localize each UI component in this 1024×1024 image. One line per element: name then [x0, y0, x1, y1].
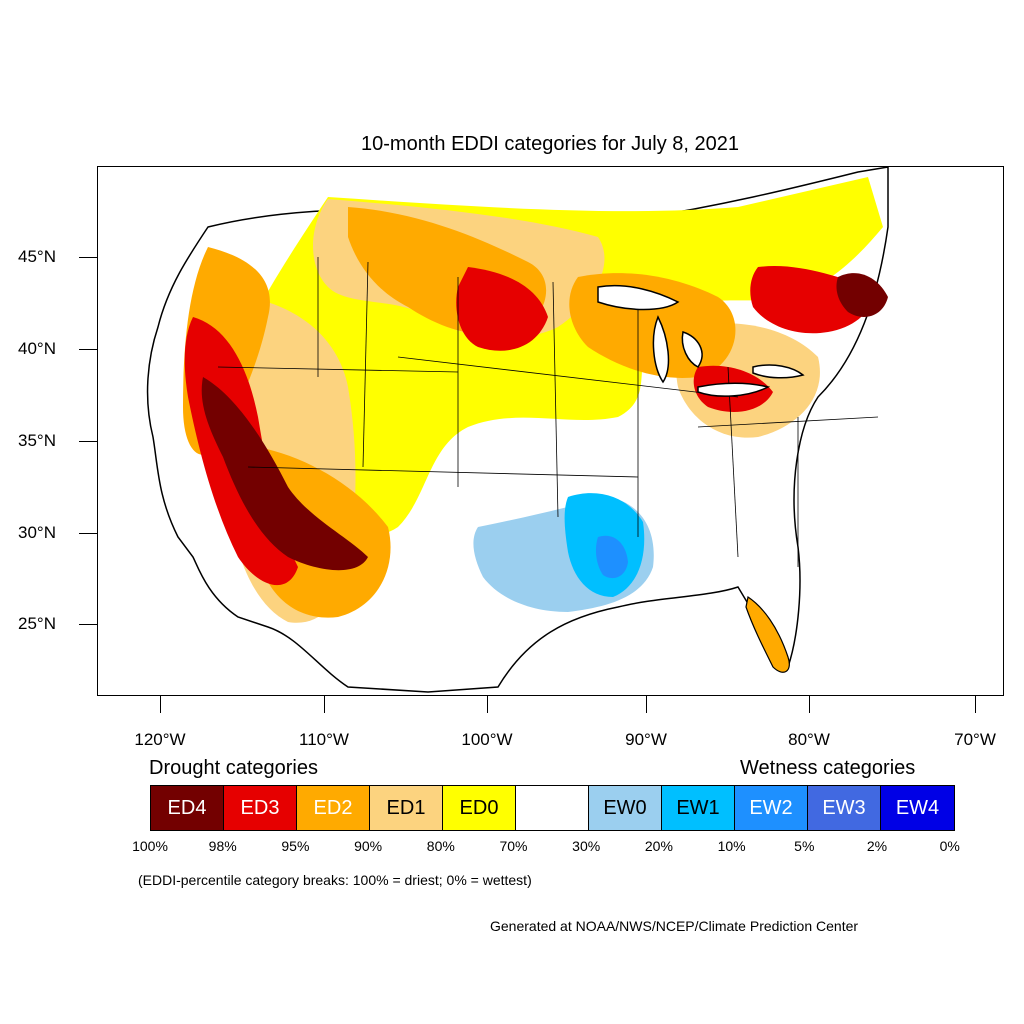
break-label: 2%: [866, 838, 888, 854]
map-panel: [97, 166, 1004, 696]
state-borders: [217, 257, 879, 567]
lon-tick-70: [975, 696, 976, 713]
drought-heading: Drought categories: [149, 757, 318, 779]
break-label: 95%: [281, 838, 310, 854]
legend-swatch-ew3: EW3: [808, 786, 881, 830]
legend-swatch-ew4: EW4: [881, 786, 954, 830]
break-label: 80%: [426, 838, 455, 854]
great-lakes: [597, 284, 805, 397]
florida: [745, 596, 790, 673]
lon-tick-120: [160, 696, 161, 713]
legend-swatch-ew2: EW2: [735, 786, 808, 830]
ed4-region-southwest: [201, 377, 368, 571]
category-legend: ED4 ED3 ED2 ED1 ED0 EW0 EW1 EW2 EW3 EW4: [150, 785, 955, 831]
lon-label-100: 100°W: [461, 730, 513, 749]
lon-tick-110: [324, 696, 325, 713]
legend-swatch-ed4: ED4: [151, 786, 224, 830]
lon-tick-90: [646, 696, 647, 713]
ed4-region-newengland: [836, 273, 888, 317]
map-title: 10-month EDDI categories for July 8, 202…: [361, 133, 739, 155]
lon-tick-80: [809, 696, 810, 713]
lon-label-80: 80°W: [788, 730, 830, 749]
break-label: 90%: [354, 838, 383, 854]
lat-label-25: 25°N: [18, 614, 56, 633]
legend-swatch-neutral: [516, 786, 589, 830]
break-label: 0%: [939, 838, 960, 854]
lat-tick-45: [79, 257, 97, 258]
lon-label-70: 70°W: [954, 730, 996, 749]
lat-label-35: 35°N: [18, 431, 56, 450]
break-label: 98%: [208, 838, 237, 854]
ed3-region-dakotas: [456, 267, 548, 351]
ew2-region-louisiana: [595, 535, 628, 579]
legend-swatch-ew1: EW1: [662, 786, 735, 830]
lon-label-120: 120°W: [134, 730, 186, 749]
lon-label-110: 110°W: [299, 730, 349, 749]
break-label: 30%: [572, 838, 601, 854]
lon-label-90: 90°W: [625, 730, 667, 749]
conus-eddi-map: [146, 167, 889, 693]
lon-tick-100: [487, 696, 488, 713]
lat-tick-30: [79, 533, 97, 534]
legend-swatch-ed2: ED2: [297, 786, 370, 830]
legend-swatch-ed1: ED1: [370, 786, 443, 830]
lat-label-45: 45°N: [18, 247, 56, 266]
break-label: 70%: [499, 838, 528, 854]
legend-swatch-ed0: ED0: [443, 786, 516, 830]
lat-label-40: 40°N: [18, 339, 56, 358]
category-note: (EDDI-percentile category breaks: 100% =…: [138, 872, 532, 888]
break-label: 10%: [717, 838, 746, 854]
break-label: 20%: [644, 838, 673, 854]
lat-tick-40: [79, 349, 97, 350]
legend-swatch-ed3: ED3: [224, 786, 297, 830]
legend-swatch-ew0: EW0: [589, 786, 662, 830]
break-label: 100%: [132, 838, 168, 854]
lat-tick-25: [79, 624, 97, 625]
lat-tick-35: [79, 441, 97, 442]
credit-line: Generated at NOAA/NWS/NCEP/Climate Predi…: [490, 918, 859, 934]
break-label: 5%: [794, 838, 815, 854]
lat-label-30: 30°N: [18, 523, 56, 542]
wetness-heading: Wetness categories: [740, 757, 916, 779]
